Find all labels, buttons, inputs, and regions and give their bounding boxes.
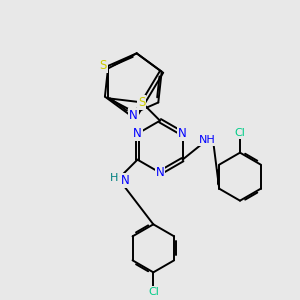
Text: N: N [121,174,130,187]
Text: N: N [156,166,164,179]
Text: S: S [100,59,107,72]
Text: N: N [178,127,187,140]
Text: N: N [129,109,138,122]
Text: Cl: Cl [148,287,159,297]
Text: N: N [133,127,142,140]
Text: S: S [138,96,146,109]
Text: NH: NH [199,135,216,145]
Text: Cl: Cl [235,128,245,138]
Text: H: H [110,173,118,183]
